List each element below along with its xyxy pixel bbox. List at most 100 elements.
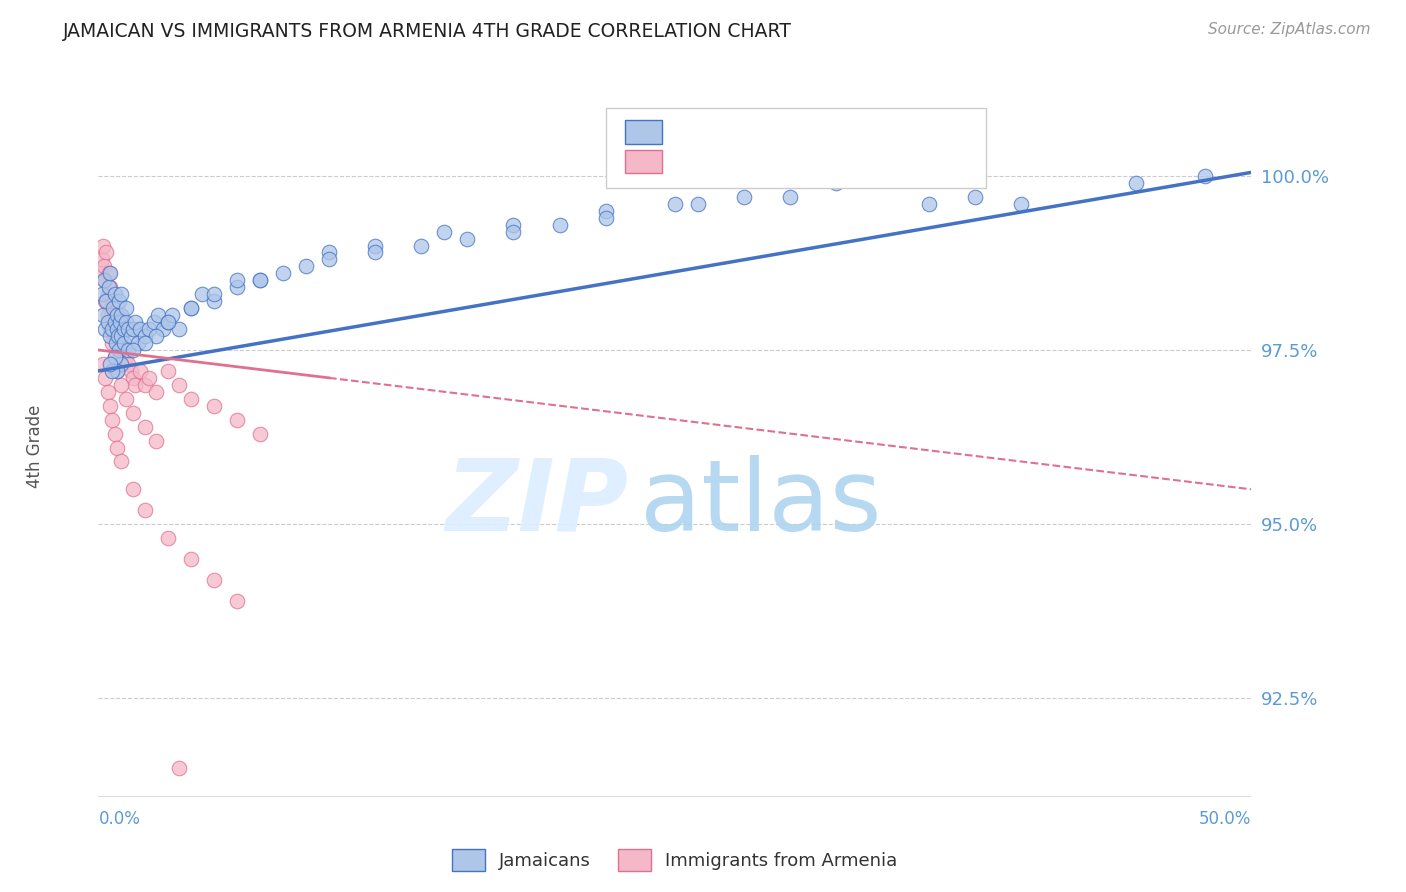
Point bbox=[295, 260, 318, 274]
Point bbox=[202, 294, 225, 309]
Point bbox=[107, 329, 129, 343]
Point bbox=[93, 273, 115, 287]
FancyBboxPatch shape bbox=[606, 108, 986, 188]
Point bbox=[105, 308, 128, 322]
Point bbox=[202, 399, 225, 413]
Text: Source: ZipAtlas.com: Source: ZipAtlas.com bbox=[1208, 22, 1371, 37]
Point bbox=[101, 364, 124, 378]
Point bbox=[105, 364, 128, 378]
Point bbox=[105, 364, 128, 378]
Point bbox=[105, 322, 128, 336]
Point bbox=[90, 252, 112, 267]
Point bbox=[97, 266, 120, 280]
Point bbox=[779, 190, 801, 204]
Point bbox=[1010, 196, 1032, 211]
Point bbox=[91, 308, 114, 322]
Point bbox=[167, 322, 190, 336]
Point bbox=[90, 287, 112, 301]
Point bbox=[108, 343, 131, 357]
Point bbox=[122, 343, 145, 357]
Point bbox=[271, 266, 294, 280]
Point bbox=[91, 238, 114, 252]
Point bbox=[110, 315, 132, 329]
Point bbox=[825, 176, 848, 190]
Point bbox=[122, 483, 145, 497]
Point bbox=[156, 531, 179, 545]
Point bbox=[112, 343, 135, 357]
Point bbox=[686, 196, 709, 211]
Point bbox=[156, 315, 179, 329]
Point bbox=[115, 392, 138, 406]
Point bbox=[110, 357, 132, 371]
Point bbox=[93, 260, 115, 274]
Point bbox=[152, 322, 174, 336]
Text: N = 63: N = 63 bbox=[837, 150, 901, 168]
Point bbox=[167, 377, 190, 392]
Point bbox=[917, 196, 939, 211]
Point bbox=[145, 329, 167, 343]
Point bbox=[318, 245, 340, 260]
Point bbox=[202, 287, 225, 301]
Point bbox=[94, 273, 117, 287]
Point bbox=[249, 273, 271, 287]
Point bbox=[502, 218, 524, 232]
Point bbox=[104, 336, 127, 351]
Point bbox=[191, 287, 214, 301]
Point bbox=[124, 377, 146, 392]
Point bbox=[112, 322, 135, 336]
Point bbox=[202, 573, 225, 587]
Point bbox=[98, 266, 121, 280]
Point bbox=[103, 350, 125, 364]
Point bbox=[1194, 169, 1216, 183]
Point bbox=[104, 329, 127, 343]
Point bbox=[124, 315, 146, 329]
Point bbox=[115, 350, 138, 364]
Point bbox=[225, 273, 247, 287]
Point bbox=[110, 377, 132, 392]
Point bbox=[100, 308, 122, 322]
Point bbox=[94, 322, 117, 336]
Text: 0.0%: 0.0% bbox=[98, 810, 141, 828]
Point bbox=[122, 322, 145, 336]
Point bbox=[110, 329, 132, 343]
Text: R =   0.414: R = 0.414 bbox=[675, 121, 790, 139]
Point bbox=[90, 266, 112, 280]
Point bbox=[101, 336, 124, 351]
Point bbox=[101, 412, 124, 426]
Point bbox=[249, 426, 271, 441]
Point bbox=[115, 301, 138, 316]
Point bbox=[664, 196, 686, 211]
Point bbox=[138, 322, 160, 336]
Point bbox=[98, 301, 121, 316]
Point bbox=[110, 308, 132, 322]
Text: N = 84: N = 84 bbox=[837, 121, 901, 139]
FancyBboxPatch shape bbox=[626, 150, 662, 173]
Point bbox=[115, 315, 138, 329]
Point bbox=[456, 231, 478, 245]
Point bbox=[94, 294, 117, 309]
Point bbox=[167, 761, 190, 775]
Point bbox=[318, 252, 340, 267]
Point bbox=[96, 294, 118, 309]
Point bbox=[129, 322, 152, 336]
Point bbox=[134, 377, 156, 392]
Point bbox=[145, 434, 167, 448]
Point bbox=[107, 336, 129, 351]
Point bbox=[180, 301, 202, 316]
Point bbox=[963, 190, 986, 204]
Point bbox=[103, 301, 125, 316]
Point bbox=[97, 308, 120, 322]
Point bbox=[364, 245, 387, 260]
Point bbox=[112, 336, 135, 351]
Point bbox=[733, 190, 755, 204]
Point bbox=[134, 419, 156, 434]
Point bbox=[110, 454, 132, 468]
Point bbox=[98, 357, 121, 371]
Point bbox=[156, 315, 179, 329]
Point bbox=[180, 552, 202, 566]
Point bbox=[110, 343, 132, 357]
Point bbox=[98, 280, 121, 294]
Point bbox=[103, 426, 125, 441]
Point bbox=[97, 315, 120, 329]
Point bbox=[1125, 176, 1147, 190]
